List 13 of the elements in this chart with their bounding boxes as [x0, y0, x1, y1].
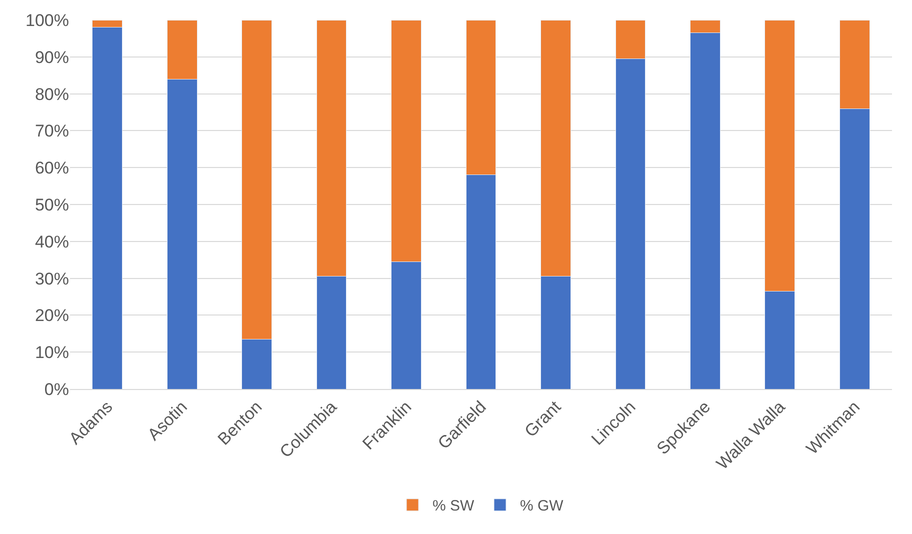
y-tick-label: 80%	[34, 84, 69, 104]
y-tick-label: 20%	[34, 306, 69, 326]
y-tick-label: 70%	[34, 122, 69, 141]
y-tick-label: 100%	[26, 10, 69, 30]
y-tick-label: 0%	[44, 380, 69, 399]
y-tick-label: 10%	[34, 343, 69, 362]
y-tick-label: 40%	[34, 232, 69, 252]
y-tick-label: 50%	[34, 195, 69, 214]
legend-label: % GW	[520, 498, 564, 515]
y-tick-label: 60%	[34, 158, 69, 178]
y-tick-label: 90%	[34, 48, 69, 67]
y-tick-label: 30%	[34, 269, 69, 288]
legend-label: % SW	[432, 498, 476, 515]
